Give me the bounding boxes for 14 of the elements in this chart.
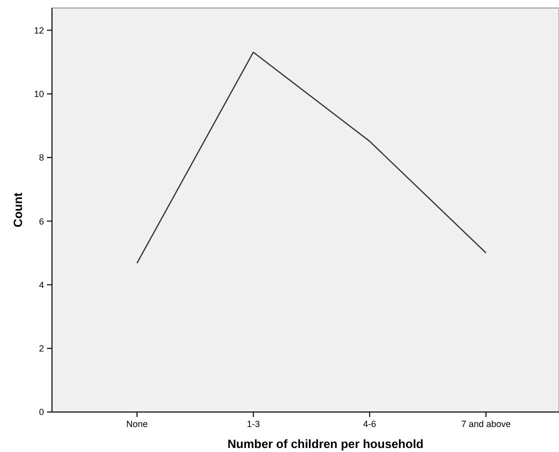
y-tick-label: 4 bbox=[38, 280, 44, 290]
x-tick-label: None bbox=[126, 419, 148, 429]
x-tick-label: 7 and above bbox=[461, 419, 511, 429]
y-tick-label: 0 bbox=[38, 407, 44, 418]
line-series bbox=[136, 52, 487, 264]
y-tick-label: 2 bbox=[38, 344, 44, 354]
y-axis-title: Count bbox=[11, 192, 25, 228]
x-tick-label: 1-3 bbox=[246, 419, 260, 429]
y-tick-label: 6 bbox=[38, 216, 44, 226]
y-tick-label: 10 bbox=[34, 89, 44, 100]
x-tick-label: 4-6 bbox=[363, 419, 376, 429]
y-tick-label: 8 bbox=[38, 152, 44, 163]
x-axis-title: Number of children per household bbox=[227, 437, 424, 451]
y-tick-label: 12 bbox=[34, 25, 44, 36]
